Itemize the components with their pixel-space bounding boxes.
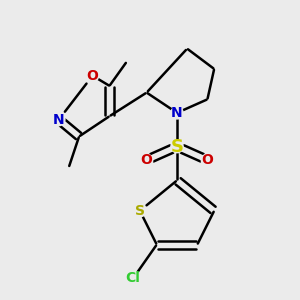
Text: N: N [53, 112, 64, 127]
Text: Cl: Cl [126, 271, 140, 285]
Text: O: O [141, 153, 153, 167]
Text: O: O [202, 153, 213, 167]
Circle shape [171, 107, 183, 119]
Text: O: O [87, 69, 98, 83]
Circle shape [201, 154, 214, 166]
Text: N: N [171, 106, 183, 120]
Circle shape [134, 205, 146, 217]
Text: S: S [170, 138, 184, 156]
Circle shape [140, 154, 153, 166]
Text: S: S [135, 204, 145, 218]
Circle shape [171, 140, 183, 153]
Circle shape [53, 113, 65, 126]
Circle shape [126, 271, 140, 286]
Circle shape [86, 70, 99, 82]
